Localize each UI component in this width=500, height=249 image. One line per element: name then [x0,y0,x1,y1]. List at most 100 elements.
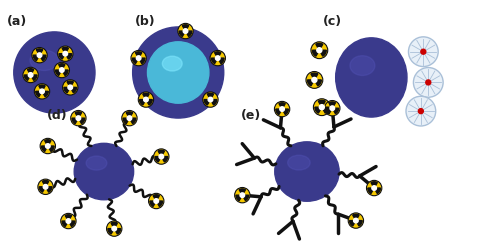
Polygon shape [334,108,338,114]
Polygon shape [204,100,209,105]
Circle shape [144,97,148,102]
Polygon shape [72,118,77,124]
Polygon shape [64,87,69,93]
Polygon shape [182,25,188,29]
Polygon shape [284,109,288,115]
Polygon shape [219,58,224,63]
Polygon shape [311,73,318,78]
Ellipse shape [350,56,375,75]
Polygon shape [62,47,68,52]
Circle shape [132,27,224,118]
Polygon shape [239,189,246,193]
Polygon shape [66,54,71,59]
Polygon shape [179,31,184,37]
Polygon shape [323,107,328,113]
Polygon shape [368,188,373,193]
Circle shape [148,42,209,103]
Circle shape [216,56,220,61]
Circle shape [66,219,70,223]
Circle shape [40,138,56,154]
Polygon shape [244,195,248,201]
Polygon shape [66,215,71,219]
Polygon shape [212,58,216,63]
Circle shape [312,77,317,82]
Ellipse shape [74,143,134,200]
Polygon shape [42,181,48,185]
Text: (c): (c) [324,15,342,28]
Circle shape [76,116,80,121]
Polygon shape [279,103,285,107]
Polygon shape [212,100,216,105]
Circle shape [317,48,322,53]
Ellipse shape [162,56,182,71]
Circle shape [131,51,146,66]
Circle shape [426,80,431,85]
Polygon shape [316,80,322,86]
Polygon shape [59,54,64,59]
Polygon shape [352,214,359,218]
Circle shape [23,67,38,83]
Polygon shape [357,221,362,226]
Polygon shape [329,102,336,106]
Ellipse shape [86,156,107,170]
Circle shape [60,213,76,229]
Polygon shape [371,182,378,186]
Polygon shape [316,43,323,48]
Polygon shape [56,70,60,75]
Polygon shape [158,201,162,206]
Circle shape [60,68,64,72]
Polygon shape [43,91,49,97]
Polygon shape [63,70,68,75]
Ellipse shape [275,142,339,201]
Polygon shape [320,50,326,56]
Circle shape [406,96,436,126]
Polygon shape [132,58,138,63]
Polygon shape [70,221,74,227]
Polygon shape [318,100,326,105]
Polygon shape [236,195,241,201]
Circle shape [154,149,169,164]
Polygon shape [24,75,29,80]
Polygon shape [126,112,132,116]
Circle shape [178,23,193,39]
Circle shape [28,73,33,77]
Polygon shape [108,229,113,234]
Polygon shape [150,201,155,206]
Circle shape [37,53,42,58]
Circle shape [311,42,328,59]
Polygon shape [116,229,120,234]
Circle shape [320,105,324,110]
Polygon shape [32,75,37,80]
Polygon shape [350,221,354,226]
Polygon shape [47,187,52,192]
Polygon shape [75,112,82,116]
Polygon shape [140,58,145,63]
Circle shape [208,97,212,102]
Ellipse shape [288,155,310,170]
Polygon shape [111,222,117,227]
Circle shape [62,80,78,95]
Polygon shape [49,146,54,151]
Circle shape [127,116,132,121]
Polygon shape [140,100,144,105]
Circle shape [314,99,330,116]
Circle shape [306,71,323,88]
Circle shape [68,85,72,90]
Circle shape [58,46,73,61]
Circle shape [240,193,244,197]
Circle shape [366,180,382,196]
Circle shape [106,221,122,236]
Circle shape [372,186,376,190]
Polygon shape [41,55,46,61]
Polygon shape [147,100,152,105]
Ellipse shape [30,50,58,70]
Polygon shape [33,55,38,61]
Polygon shape [58,64,65,68]
Circle shape [324,101,340,116]
Polygon shape [36,91,41,97]
Polygon shape [308,80,313,86]
Ellipse shape [14,32,95,113]
Circle shape [421,49,426,54]
Circle shape [280,107,284,111]
Circle shape [112,226,116,231]
